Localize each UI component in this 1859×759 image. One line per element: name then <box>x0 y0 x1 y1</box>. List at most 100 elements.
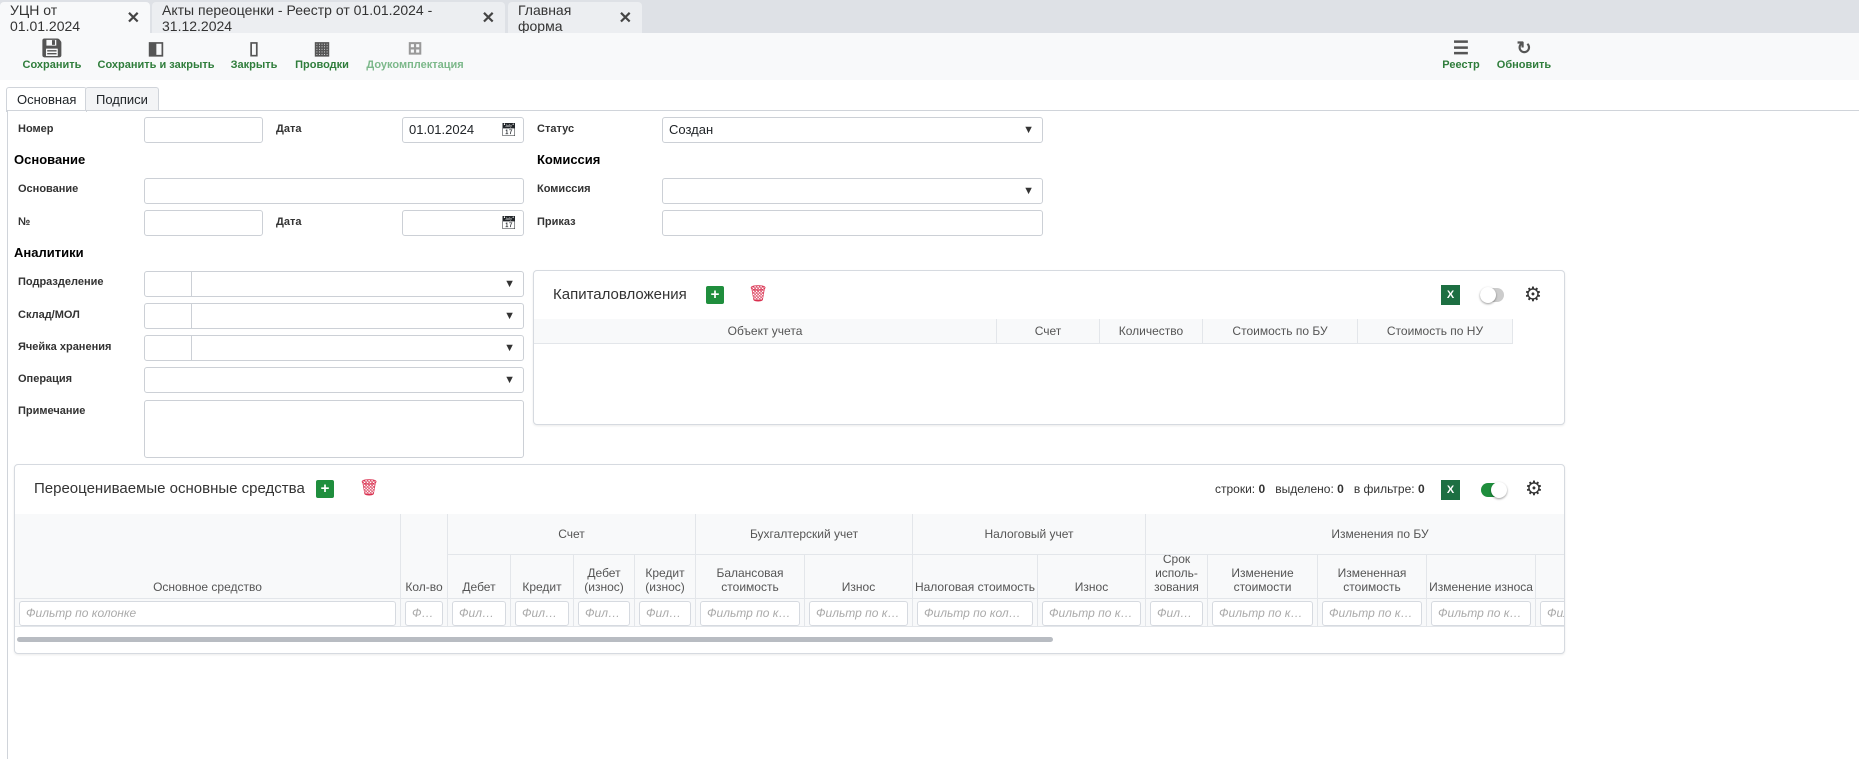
column-header[interactable]: Кредит (износ) <box>635 555 696 599</box>
gear-icon[interactable]: ⚙ <box>1525 478 1543 500</box>
trash-icon[interactable]: 🗑︎ <box>748 286 769 303</box>
basis-input[interactable] <box>144 178 524 204</box>
calendar-icon[interactable]: 📅︎ <box>500 122 517 137</box>
date-value: 01.01.2024 <box>409 122 475 137</box>
column-filter-input[interactable]: Фильтр по колонке <box>809 601 908 626</box>
cell-label: Ячейка хранения <box>18 341 112 353</box>
close-icon[interactable]: ✕ <box>481 9 495 27</box>
column-filter-input[interactable]: Фильтр по колонке <box>578 601 630 626</box>
column-filter-input[interactable]: Фильтр по колонке <box>19 601 396 626</box>
date-label: Дата <box>276 123 302 135</box>
analytics-heading: Аналитики <box>14 245 84 260</box>
col-object[interactable]: Объект учета <box>534 319 997 344</box>
capital-panel: Капиталовложения + 🗑︎ X ⚙ Объект учета С… <box>533 270 1565 425</box>
column-header[interactable]: Балансовая стоимость <box>696 555 805 599</box>
toggle-switch[interactable] <box>1480 287 1504 303</box>
column-header[interactable]: Дебет <box>448 555 511 599</box>
column-header[interactable]: Измененная стоимость <box>1318 555 1427 599</box>
division-select[interactable]: ▼ <box>144 271 524 297</box>
basis-no-input[interactable] <box>144 210 263 236</box>
column-filter-input[interactable]: Фильтр по колонке <box>1150 601 1203 626</box>
refresh-button[interactable]: ↻ Обновить <box>1497 37 1551 71</box>
assets-panel: Переоцениваемые основные средства + 🗑︎ с… <box>14 464 1565 654</box>
warehouse-select[interactable]: ▼ <box>144 303 524 329</box>
rows-label: строки: <box>1215 482 1256 496</box>
basis-date-input[interactable]: 📅︎ <box>402 210 524 236</box>
cell-select[interactable]: ▼ <box>144 335 524 361</box>
registry-icon: ☰ <box>1452 38 1470 58</box>
status-select[interactable]: Создан ▼ <box>662 117 1043 143</box>
column-filter-input[interactable]: Фильтр по колонке <box>1212 601 1313 626</box>
completion-button[interactable]: ⊞ Доукомплектация <box>366 37 463 71</box>
label: Сохранить и закрыть <box>97 59 215 71</box>
col-cost-nu[interactable]: Стоимость по НУ <box>1358 319 1513 344</box>
tab-label: Акты переоценки - Реестр от 01.01.2024 -… <box>162 1 433 34</box>
calculator-icon: ▦ <box>313 38 331 58</box>
column-filter-input[interactable]: Фильтр по колонке <box>452 601 506 626</box>
close-icon[interactable]: ✕ <box>618 9 632 27</box>
trash-icon[interactable]: 🗑︎ <box>359 480 380 497</box>
order-input[interactable] <box>662 210 1043 236</box>
close-icon[interactable]: ✕ <box>126 9 140 27</box>
column-filter-input[interactable]: Фильтр по колонке <box>700 601 800 626</box>
note-textarea[interactable] <box>144 400 524 458</box>
add-button[interactable]: + <box>706 286 724 304</box>
group-header[interactable]: Изменения по БУ <box>1146 514 1564 555</box>
column-header[interactable]: Срок исполь-зования <box>1146 555 1208 599</box>
group-header[interactable]: Бухгалтерский учет <box>696 514 913 555</box>
number-input[interactable] <box>144 117 263 143</box>
group-header[interactable]: Счет <box>448 514 696 555</box>
chevron-down-icon: ▼ <box>504 342 515 354</box>
commission-select[interactable]: ▼ <box>662 178 1043 204</box>
calendar-icon[interactable]: 📅︎ <box>500 215 517 230</box>
column-filter-input[interactable]: Фильтр по колонке <box>1431 601 1531 626</box>
window-tab-main[interactable]: Главная форма ✕ <box>508 2 642 34</box>
warehouse-label: Склад/МОЛ <box>18 309 80 321</box>
col-account[interactable]: Счет <box>997 319 1100 344</box>
window-tab-uchn[interactable]: УЦН от 01.01.2024 ✕ <box>0 2 150 34</box>
group-header[interactable]: Налоговый учет <box>913 514 1146 555</box>
gear-icon[interactable]: ⚙ <box>1524 284 1542 306</box>
column-filter-input[interactable]: Фильтр по колонке <box>639 601 691 626</box>
horizontal-scrollbar[interactable] <box>17 637 1053 642</box>
save-button[interactable]: 💾︎ Сохранить <box>23 37 82 71</box>
postings-button[interactable]: ▦ Проводки <box>295 37 349 71</box>
toggle-switch[interactable] <box>1481 482 1507 498</box>
note-label: Примечание <box>18 405 86 417</box>
column-filter-input[interactable]: Фильтр по колонке <box>917 601 1033 626</box>
column-filter-input[interactable]: Фильтр по колонке <box>1042 601 1141 626</box>
excel-export-button[interactable]: X <box>1441 285 1460 305</box>
column-header[interactable]: Кредит <box>511 555 574 599</box>
column-filter-input[interactable]: Фильтр по колонке <box>1322 601 1422 626</box>
column-header[interactable]: Кол-во <box>401 514 448 599</box>
basis-label: Основание <box>18 183 79 195</box>
column-header[interactable]: Налоговая стоимость <box>913 555 1038 599</box>
window-tab-registry[interactable]: Акты переоценки - Реестр от 01.01.2024 -… <box>152 1 505 34</box>
column-header[interactable]: Основное средство <box>15 514 401 599</box>
column-filter-input[interactable]: Фильтр по колонке <box>405 601 443 626</box>
date-input[interactable]: 01.01.2024 📅︎ <box>402 117 524 143</box>
toolbar: 💾︎ Сохранить ◧ Сохранить и закрыть ▯ Закрыт… <box>0 33 1859 80</box>
column-filter-input[interactable]: Фильтр по колонке <box>515 601 569 626</box>
col-cost-bu[interactable]: Стоимость по БУ <box>1203 319 1358 344</box>
column-header[interactable]: Износ <box>805 555 913 599</box>
registry-button[interactable]: ☰ Реестр <box>1442 37 1479 71</box>
excel-export-button[interactable]: X <box>1441 480 1460 500</box>
column-header[interactable]: Изменение стоимости <box>1208 555 1318 599</box>
save-close-button[interactable]: ◧ Сохранить и закрыть <box>98 37 215 71</box>
column-header[interactable]: Изменение износа <box>1427 555 1536 599</box>
col-quantity[interactable]: Количество <box>1100 319 1203 344</box>
column-filter-input[interactable]: Фильтр по колонке <box>1540 601 1564 626</box>
refresh-icon: ↻ <box>1516 38 1532 58</box>
label: Доукомплектация <box>366 59 464 71</box>
tab-main[interactable]: Основная <box>6 87 88 112</box>
column-header[interactable]: Дебет (износ) <box>574 555 635 599</box>
operation-select[interactable]: ▼ <box>144 367 524 393</box>
tab-signatures[interactable]: Подписи <box>85 87 159 111</box>
column-header[interactable]: Износ <box>1038 555 1146 599</box>
capital-title: Капиталовложения <box>553 286 687 303</box>
column-header[interactable]: Из <box>1536 555 1564 599</box>
close-button[interactable]: ▯ Закрыть <box>231 37 278 71</box>
add-button[interactable]: + <box>316 480 334 498</box>
rows-count: 0 <box>1258 482 1266 496</box>
